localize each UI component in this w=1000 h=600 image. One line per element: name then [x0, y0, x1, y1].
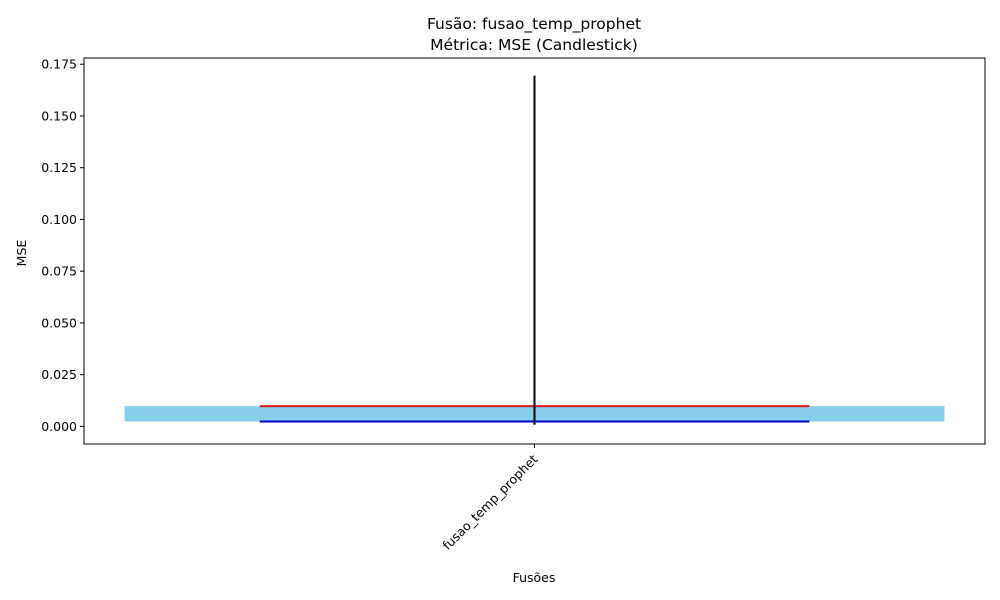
- y-tick-label: 0.050: [41, 315, 77, 330]
- x-axis-label: Fusões: [513, 570, 556, 585]
- y-axis-label: MSE: [14, 240, 29, 267]
- y-tick-label: 0.025: [41, 367, 77, 382]
- y-axis: 0.000 0.025 0.050 0.075 0.100 0.125 0.150 0.175: [41, 57, 84, 434]
- y-tick-label: 0.000: [41, 419, 77, 434]
- x-tick-label: fusao_temp_prophet: [439, 451, 540, 552]
- x-axis: fusao_temp_prophet: [439, 444, 541, 553]
- plot-marks: [124, 75, 945, 425]
- y-tick-label: 0.175: [41, 57, 77, 72]
- y-tick-label: 0.100: [41, 212, 77, 227]
- chart-subtitle: Métrica: MSE (Candlestick): [430, 36, 638, 54]
- chart-title: Fusão: fusao_temp_prophet: [427, 15, 641, 34]
- plot-frame: [83, 57, 986, 445]
- y-tick-label: 0.150: [41, 108, 77, 123]
- y-tick-label: 0.075: [41, 264, 77, 279]
- y-tick-label: 0.125: [41, 160, 77, 175]
